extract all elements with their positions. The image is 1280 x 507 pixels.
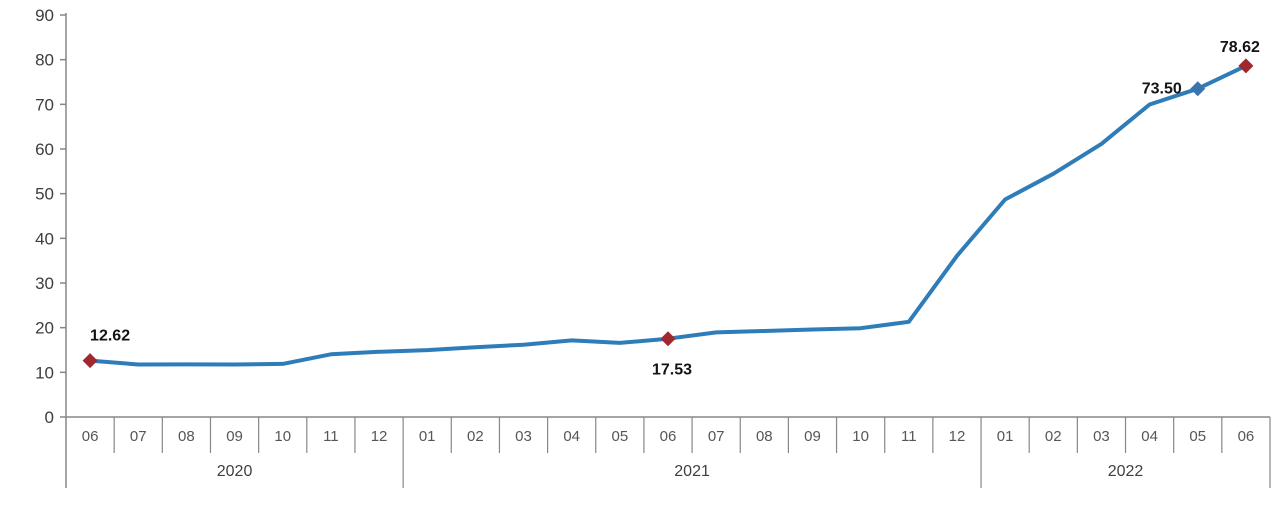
month-label: 11 <box>323 428 339 445</box>
year-label: 2022 <box>1108 463 1144 480</box>
month-label: 06 <box>1238 428 1255 445</box>
data-label: 73.50 <box>1142 81 1182 98</box>
data-label: 17.53 <box>652 362 692 379</box>
month-label: 07 <box>130 428 147 445</box>
month-label: 03 <box>515 428 532 445</box>
month-label: 08 <box>178 428 195 445</box>
y-tick-label: 40 <box>35 229 54 248</box>
data-marker <box>1238 58 1254 74</box>
y-tick-label: 90 <box>35 6 54 25</box>
year-label: 2021 <box>674 463 710 480</box>
y-tick-label: 30 <box>35 274 54 293</box>
series-line <box>88 63 1248 367</box>
month-label: 02 <box>467 428 484 445</box>
data-marker <box>660 331 676 347</box>
month-label: 02 <box>1045 428 1062 445</box>
data-label: 12.62 <box>90 328 130 345</box>
y-tick-label: 60 <box>35 140 54 159</box>
y-tick-label: 10 <box>35 363 54 382</box>
y-tick-label: 0 <box>45 408 54 427</box>
month-label: 03 <box>1093 428 1110 445</box>
month-label: 12 <box>371 428 388 445</box>
month-label: 06 <box>82 428 99 445</box>
y-tick-label: 70 <box>35 95 54 114</box>
month-label: 08 <box>756 428 773 445</box>
y-tick-label: 20 <box>35 319 54 338</box>
month-label: 04 <box>563 428 580 445</box>
month-label: 06 <box>660 428 677 445</box>
month-label: 05 <box>611 428 628 445</box>
data-label: 78.62 <box>1220 39 1260 56</box>
month-label: 05 <box>1189 428 1206 445</box>
month-label: 07 <box>708 428 725 445</box>
y-tick-label: 80 <box>35 51 54 70</box>
month-label: 10 <box>274 428 291 445</box>
y-tick-label: 50 <box>35 185 54 204</box>
year-label: 2020 <box>217 463 253 480</box>
month-label: 11 <box>901 428 917 445</box>
month-label: 04 <box>1141 428 1158 445</box>
month-label: 10 <box>852 428 869 445</box>
month-label: 09 <box>226 428 243 445</box>
data-marker <box>82 353 98 369</box>
data-marker <box>1190 81 1206 97</box>
month-label: 01 <box>997 428 1014 445</box>
month-label: 01 <box>419 428 436 445</box>
month-label: 09 <box>804 428 821 445</box>
month-label: 12 <box>949 428 966 445</box>
